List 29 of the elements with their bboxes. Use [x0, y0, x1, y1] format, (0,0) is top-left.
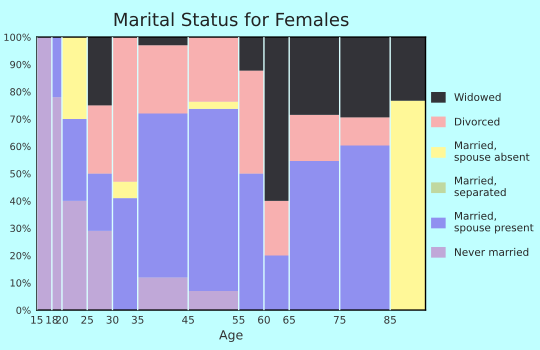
legend-label: Divorced	[455, 118, 500, 126]
y-tick-label: 60%	[10, 142, 31, 150]
x-tick-label: 60	[258, 316, 270, 324]
legend-label: Widowed	[454, 92, 501, 101]
y-tick-label: 30%	[10, 224, 31, 232]
x-axis-title: Age	[219, 330, 243, 342]
x-tick-label: 25	[81, 316, 93, 324]
x-tick-label: 35	[132, 316, 144, 324]
x-tick-label: 45	[182, 316, 194, 324]
legend-label: Married, spouse absent	[454, 141, 530, 163]
x-tick-label: 85	[384, 316, 396, 324]
legend-label: Never married	[455, 248, 528, 256]
y-tick-label: 0%	[16, 306, 31, 314]
y-tick-label: 20%	[10, 252, 31, 260]
x-tick-label: 55	[232, 316, 244, 324]
chart-title: Marital Status for Females	[114, 12, 348, 26]
x-tick-label: 30	[106, 316, 118, 324]
legend-label: Married, separated	[454, 176, 506, 198]
x-tick-label: 75	[334, 316, 346, 324]
y-tick-label: 100%	[4, 34, 31, 41]
y-tick-label: 50%	[10, 170, 31, 178]
legend-label: Married, spouse present	[454, 212, 534, 234]
x-tick-label: 15	[31, 316, 42, 324]
x-tick-label: 65	[283, 316, 295, 324]
y-tick-label: 90%	[10, 60, 31, 68]
y-tick-label: 10%	[10, 279, 31, 287]
y-tick-label: 80%	[10, 88, 31, 96]
y-tick-label: 40%	[10, 197, 31, 205]
y-tick-label: 70%	[10, 115, 31, 123]
